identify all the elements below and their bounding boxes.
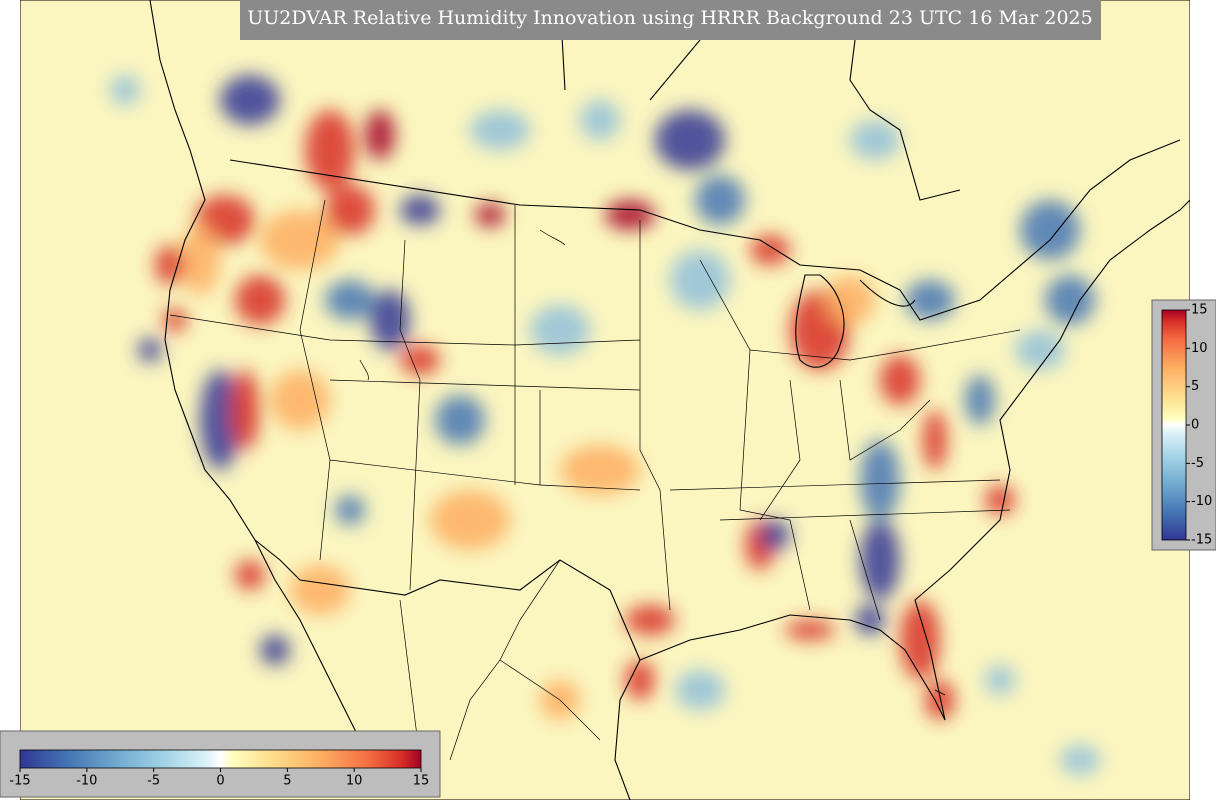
tick-label: 0	[1191, 418, 1199, 433]
field-blob	[695, 175, 745, 225]
field-blob	[163, 308, 187, 332]
field-blob	[260, 635, 290, 665]
map-area	[20, 0, 1190, 800]
title-box: UU2DVAR Relative Humidity Innovation usi…	[240, 0, 1101, 40]
field-blob	[230, 370, 260, 450]
field-blob	[625, 605, 675, 635]
vertical-colorbar: 15 10 5 0 -5 -10 -15	[1151, 299, 1216, 551]
tick-label: 5	[1191, 379, 1199, 394]
colorbar	[1161, 309, 1187, 541]
innovation-field	[110, 75, 1100, 775]
field-blob	[430, 490, 510, 550]
field-blob	[155, 245, 185, 285]
field-blob	[655, 110, 725, 170]
field-blob	[335, 495, 365, 525]
field-blob	[985, 665, 1015, 695]
field-blob	[760, 520, 790, 550]
field-blob	[580, 100, 620, 140]
field-blob	[925, 680, 955, 720]
field-blob	[530, 305, 590, 355]
field-blob	[235, 275, 285, 325]
tick-label: 10	[1191, 341, 1208, 356]
field-blob	[475, 203, 505, 227]
field-blob	[965, 375, 995, 425]
field-blob	[370, 290, 410, 350]
tick-label: 5	[283, 774, 291, 789]
field-blob	[1015, 330, 1065, 370]
field-blob	[900, 600, 940, 680]
field-blob	[110, 75, 140, 105]
colorbar	[19, 749, 422, 769]
field-blob	[325, 185, 375, 235]
field-blob	[470, 110, 530, 150]
field-blob	[905, 280, 955, 320]
field-blob	[1045, 275, 1095, 325]
field-blob	[220, 75, 280, 125]
field-blob	[985, 485, 1015, 515]
tick-label: 10	[346, 774, 363, 789]
map-title: UU2DVAR Relative Humidity Innovation usi…	[247, 7, 1092, 29]
tick-label: 15	[1191, 303, 1208, 318]
field-blob	[305, 110, 355, 190]
field-blob	[138, 338, 162, 362]
field-blob	[1020, 200, 1080, 260]
field-blob	[850, 120, 900, 160]
field-blob	[290, 565, 350, 615]
field-blob	[785, 620, 835, 640]
tick-label: -5	[147, 774, 160, 789]
field-blob	[1060, 745, 1100, 775]
field-blob	[200, 370, 240, 470]
tick-label: -5	[1191, 456, 1204, 471]
tick-label: -15	[1191, 533, 1212, 548]
field-blob	[400, 195, 440, 225]
boundaries	[149, 0, 1190, 800]
field-blob	[860, 520, 900, 600]
field-blob	[235, 560, 265, 590]
field-blob	[435, 395, 485, 445]
tick-label: 0	[216, 774, 224, 789]
field-blob	[625, 660, 655, 700]
field-blob	[750, 235, 790, 265]
field-blob	[400, 345, 440, 375]
tick-label: -15	[9, 774, 30, 789]
field-blob	[923, 410, 947, 470]
field-blob	[605, 200, 655, 230]
horizontal-colorbar: -15 -10 -5 0 5 10 15	[0, 730, 441, 798]
tick-label: 15	[413, 774, 430, 789]
field-blob	[675, 670, 725, 710]
field-blob	[880, 355, 920, 405]
field-blob	[860, 440, 900, 520]
field-blob	[365, 110, 395, 160]
field-blob	[325, 280, 375, 320]
tick-label: -10	[1191, 494, 1212, 509]
title-background	[240, 0, 1101, 40]
field-blob	[180, 225, 220, 295]
field-blob	[670, 250, 730, 310]
field-blob	[270, 370, 330, 430]
tick-label: -10	[76, 774, 97, 789]
field-blob	[825, 275, 875, 325]
field-blob	[560, 445, 640, 495]
